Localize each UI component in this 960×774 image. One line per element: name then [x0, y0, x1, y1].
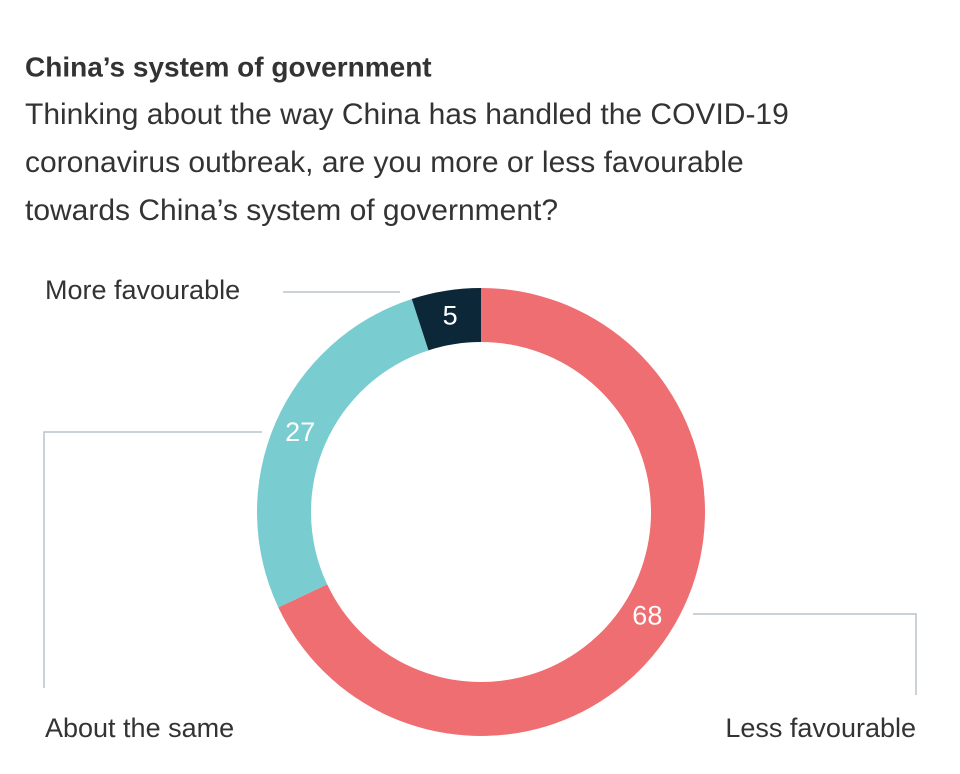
category-label: Less favourable [725, 713, 916, 743]
data-label: 27 [285, 417, 315, 447]
chart-subtitle: coronavirus outbreak, are you more or le… [25, 146, 744, 179]
category-label: More favourable [45, 275, 240, 305]
category-label: About the same [45, 713, 234, 743]
leader-line [43, 431, 262, 688]
data-label: 68 [632, 601, 662, 631]
chart-subtitle: Thinking about the way China has handled… [25, 98, 789, 131]
data-label: 5 [443, 301, 458, 331]
donut-slice [411, 288, 481, 351]
chart-title: China’s system of government [25, 51, 432, 82]
chart-subtitle: towards China’s system of government? [25, 194, 558, 227]
leader-line [693, 613, 917, 695]
donut-slice [256, 298, 429, 608]
